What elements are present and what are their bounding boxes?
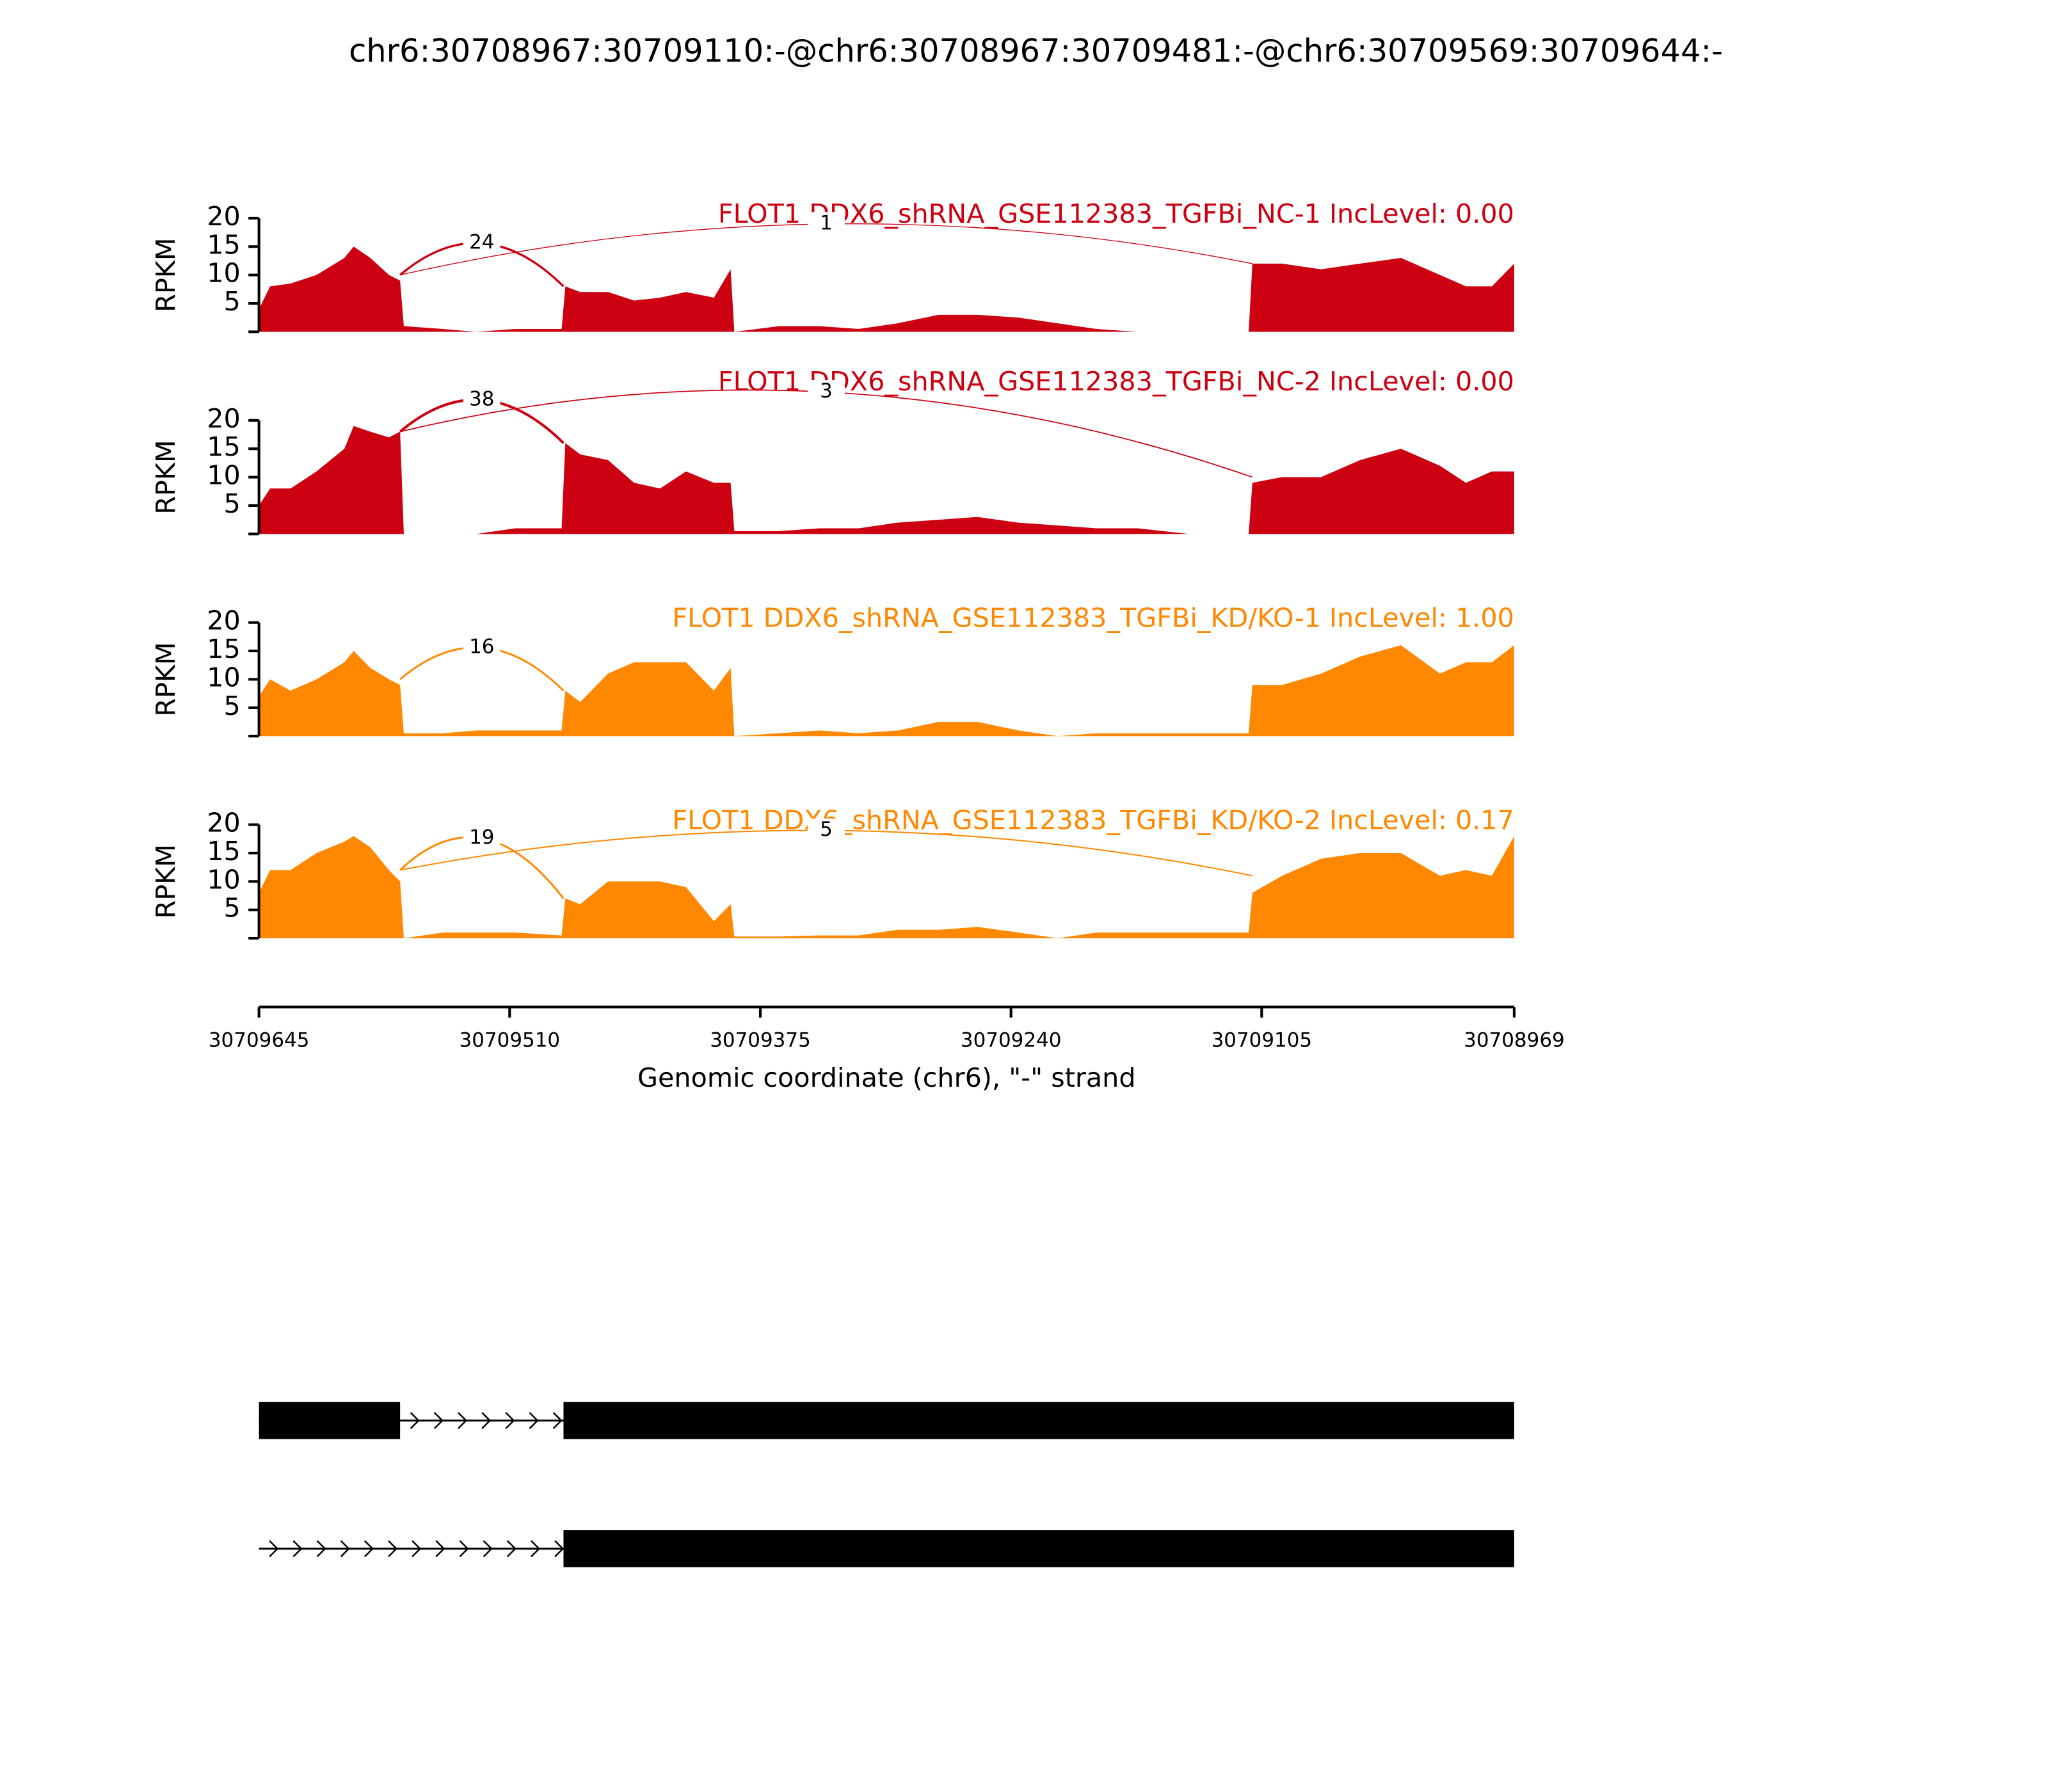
strand-arrow — [410, 1412, 420, 1429]
strand-arrow — [554, 1540, 564, 1558]
exon — [563, 1530, 1514, 1567]
strand-arrow — [269, 1540, 279, 1558]
y-tick-label: 20 — [207, 605, 241, 636]
coverage-area — [259, 426, 1514, 534]
strand-arrow — [481, 1412, 492, 1429]
panel-title: FLOT1 DDX6_shRNA_GSE112383_TGFBi_NC-2 In… — [718, 366, 1514, 397]
junction-label-bg — [808, 819, 845, 843]
junction-label-bg — [808, 212, 845, 236]
strand-arrow — [316, 1540, 326, 1558]
y-tick-label: 15 — [207, 634, 241, 664]
y-tick-label: 5 — [223, 488, 240, 519]
strand-arrow — [412, 1540, 422, 1558]
chart-title: chr6:30708967:30709110:-@chr6:30708967:3… — [349, 32, 1723, 69]
y-tick-label: 15 — [207, 431, 241, 462]
y-axis-label: RPKM — [150, 238, 181, 312]
y-tick-label: 20 — [207, 201, 241, 232]
exon — [563, 1402, 1514, 1439]
junction-label: 1 — [820, 211, 833, 234]
y-tick-label: 20 — [207, 403, 241, 434]
y-axis-label: RPKM — [150, 642, 181, 716]
junction-label-bg — [463, 826, 500, 851]
y-tick-label: 5 — [223, 893, 240, 924]
x-tick-label: 30709105 — [1212, 1029, 1313, 1052]
y-tick-label: 15 — [207, 229, 241, 260]
strand-arrow — [435, 1540, 445, 1558]
y-tick-label: 10 — [207, 460, 241, 491]
x-tick-label: 30709375 — [710, 1029, 811, 1052]
y-axis-label: RPKM — [150, 440, 181, 514]
y-axis-label: RPKM — [150, 844, 181, 918]
strand-arrow — [552, 1412, 563, 1429]
junction-label-bg — [463, 231, 500, 255]
x-tick-label: 30709240 — [961, 1029, 1062, 1052]
y-tick-label: 10 — [207, 258, 241, 289]
strand-arrow — [505, 1412, 515, 1429]
y-tick-label: 20 — [207, 808, 241, 838]
exon — [259, 1402, 401, 1439]
strand-arrow — [459, 1540, 469, 1558]
y-tick-label: 5 — [223, 691, 240, 721]
y-tick-label: 15 — [207, 836, 241, 867]
strand-arrow — [531, 1540, 541, 1558]
y-tick-label: 10 — [207, 864, 241, 895]
x-tick-label: 30708969 — [1464, 1029, 1565, 1052]
coverage-area — [259, 836, 1514, 939]
coverage-area — [259, 645, 1514, 737]
junction-label-bg — [463, 636, 500, 660]
coverage-area — [259, 246, 1514, 332]
junction-label: 3 — [820, 380, 833, 403]
y-tick-label: 5 — [223, 286, 240, 317]
strand-arrow — [483, 1540, 493, 1558]
junction-label: 16 — [469, 635, 494, 658]
strand-arrow — [388, 1540, 398, 1558]
junction-label: 24 — [469, 231, 494, 254]
junction-label: 19 — [469, 826, 494, 849]
strand-arrow — [506, 1540, 516, 1558]
strand-arrow — [433, 1412, 444, 1429]
strand-arrow — [292, 1540, 303, 1558]
strand-arrow — [529, 1412, 539, 1429]
junction-label-bg — [463, 388, 500, 412]
x-tick-label: 30709510 — [460, 1029, 561, 1052]
x-axis-label: Genomic coordinate (chr6), "-" strand — [637, 1062, 1135, 1093]
panel-title: FLOT1 DDX6_shRNA_GSE112383_TGFBi_KD/KO-1… — [672, 603, 1514, 634]
junction-label: 38 — [469, 387, 494, 410]
x-tick-label: 30709645 — [209, 1029, 310, 1052]
y-tick-label: 10 — [207, 662, 241, 692]
strand-arrow — [340, 1540, 350, 1558]
strand-arrow — [458, 1412, 468, 1429]
junction-label-bg — [808, 380, 845, 404]
junction-label: 5 — [820, 818, 833, 841]
strand-arrow — [364, 1540, 374, 1558]
